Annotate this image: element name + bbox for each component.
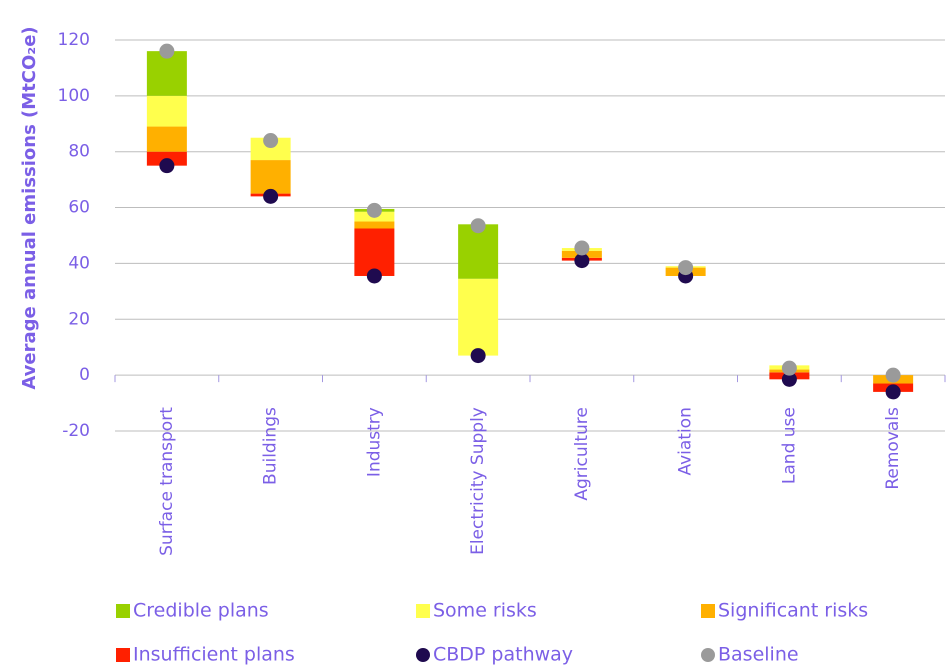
y-tick-label: 60 bbox=[68, 198, 90, 218]
marker bbox=[470, 348, 486, 364]
marker bbox=[574, 240, 590, 256]
marker bbox=[781, 360, 797, 376]
legend-label: CBDP pathway bbox=[433, 644, 573, 666]
y-tick-label: 100 bbox=[58, 86, 90, 106]
bar-segment bbox=[146, 126, 187, 152]
marker bbox=[574, 253, 590, 269]
bar-segment bbox=[458, 224, 499, 279]
x-tick-label: Buildings bbox=[261, 407, 281, 485]
x-tick-label: Agriculture bbox=[572, 407, 592, 501]
y-tick-label: 20 bbox=[68, 309, 90, 329]
legend-swatch bbox=[701, 648, 715, 662]
marker bbox=[678, 260, 694, 276]
x-tick-label: Electricity Supply bbox=[468, 407, 488, 555]
marker bbox=[885, 367, 901, 383]
y-tick-label: -20 bbox=[62, 421, 90, 441]
y-tick-label: 120 bbox=[58, 30, 90, 50]
y-axis-title: Average annual emissions (MtCO₂e) bbox=[19, 26, 40, 389]
marker bbox=[159, 158, 175, 174]
bar-segment bbox=[354, 228, 395, 276]
marker bbox=[366, 202, 382, 218]
bar-segment bbox=[354, 221, 395, 229]
x-tick-label: Land use bbox=[779, 407, 799, 484]
x-tick-label: Aviation bbox=[676, 407, 696, 475]
legend-label: Credible plans bbox=[133, 600, 269, 622]
y-tick-label: 80 bbox=[68, 142, 90, 162]
x-tick-label: Removals bbox=[883, 407, 903, 490]
bar-segment bbox=[146, 95, 187, 127]
legend-label: Some risks bbox=[433, 600, 537, 622]
legend-swatch bbox=[416, 604, 430, 618]
bar-segment bbox=[250, 137, 291, 161]
legend-swatch bbox=[116, 604, 130, 618]
legend-swatch bbox=[701, 604, 715, 618]
marker bbox=[263, 188, 279, 204]
legend-label: Insufficient plans bbox=[133, 644, 295, 666]
x-tick-label: Industry bbox=[364, 407, 384, 477]
marker bbox=[159, 43, 175, 59]
x-tick-label: Surface transport bbox=[157, 407, 177, 556]
marker bbox=[263, 133, 279, 149]
bar-segment bbox=[250, 160, 291, 194]
marker bbox=[781, 371, 797, 387]
legend-swatch bbox=[416, 648, 430, 662]
y-tick-label: 40 bbox=[68, 253, 90, 273]
legend-label: Significant risks bbox=[718, 600, 868, 622]
y-tick-label: 0 bbox=[79, 365, 90, 385]
bar-segment bbox=[458, 278, 499, 356]
legend-swatch bbox=[116, 648, 130, 662]
marker bbox=[885, 384, 901, 400]
marker bbox=[366, 268, 382, 284]
legend-label: Baseline bbox=[718, 644, 799, 666]
marker bbox=[470, 218, 486, 234]
